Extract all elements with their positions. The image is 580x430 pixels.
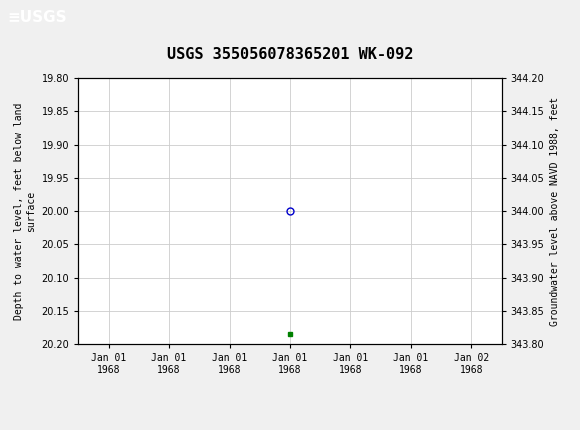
Y-axis label: Depth to water level, feet below land
surface: Depth to water level, feet below land su…	[14, 102, 36, 320]
Y-axis label: Groundwater level above NAVD 1988, feet: Groundwater level above NAVD 1988, feet	[550, 97, 560, 326]
Text: USGS 355056078365201 WK-092: USGS 355056078365201 WK-092	[167, 47, 413, 62]
Text: ≡USGS: ≡USGS	[7, 10, 67, 25]
